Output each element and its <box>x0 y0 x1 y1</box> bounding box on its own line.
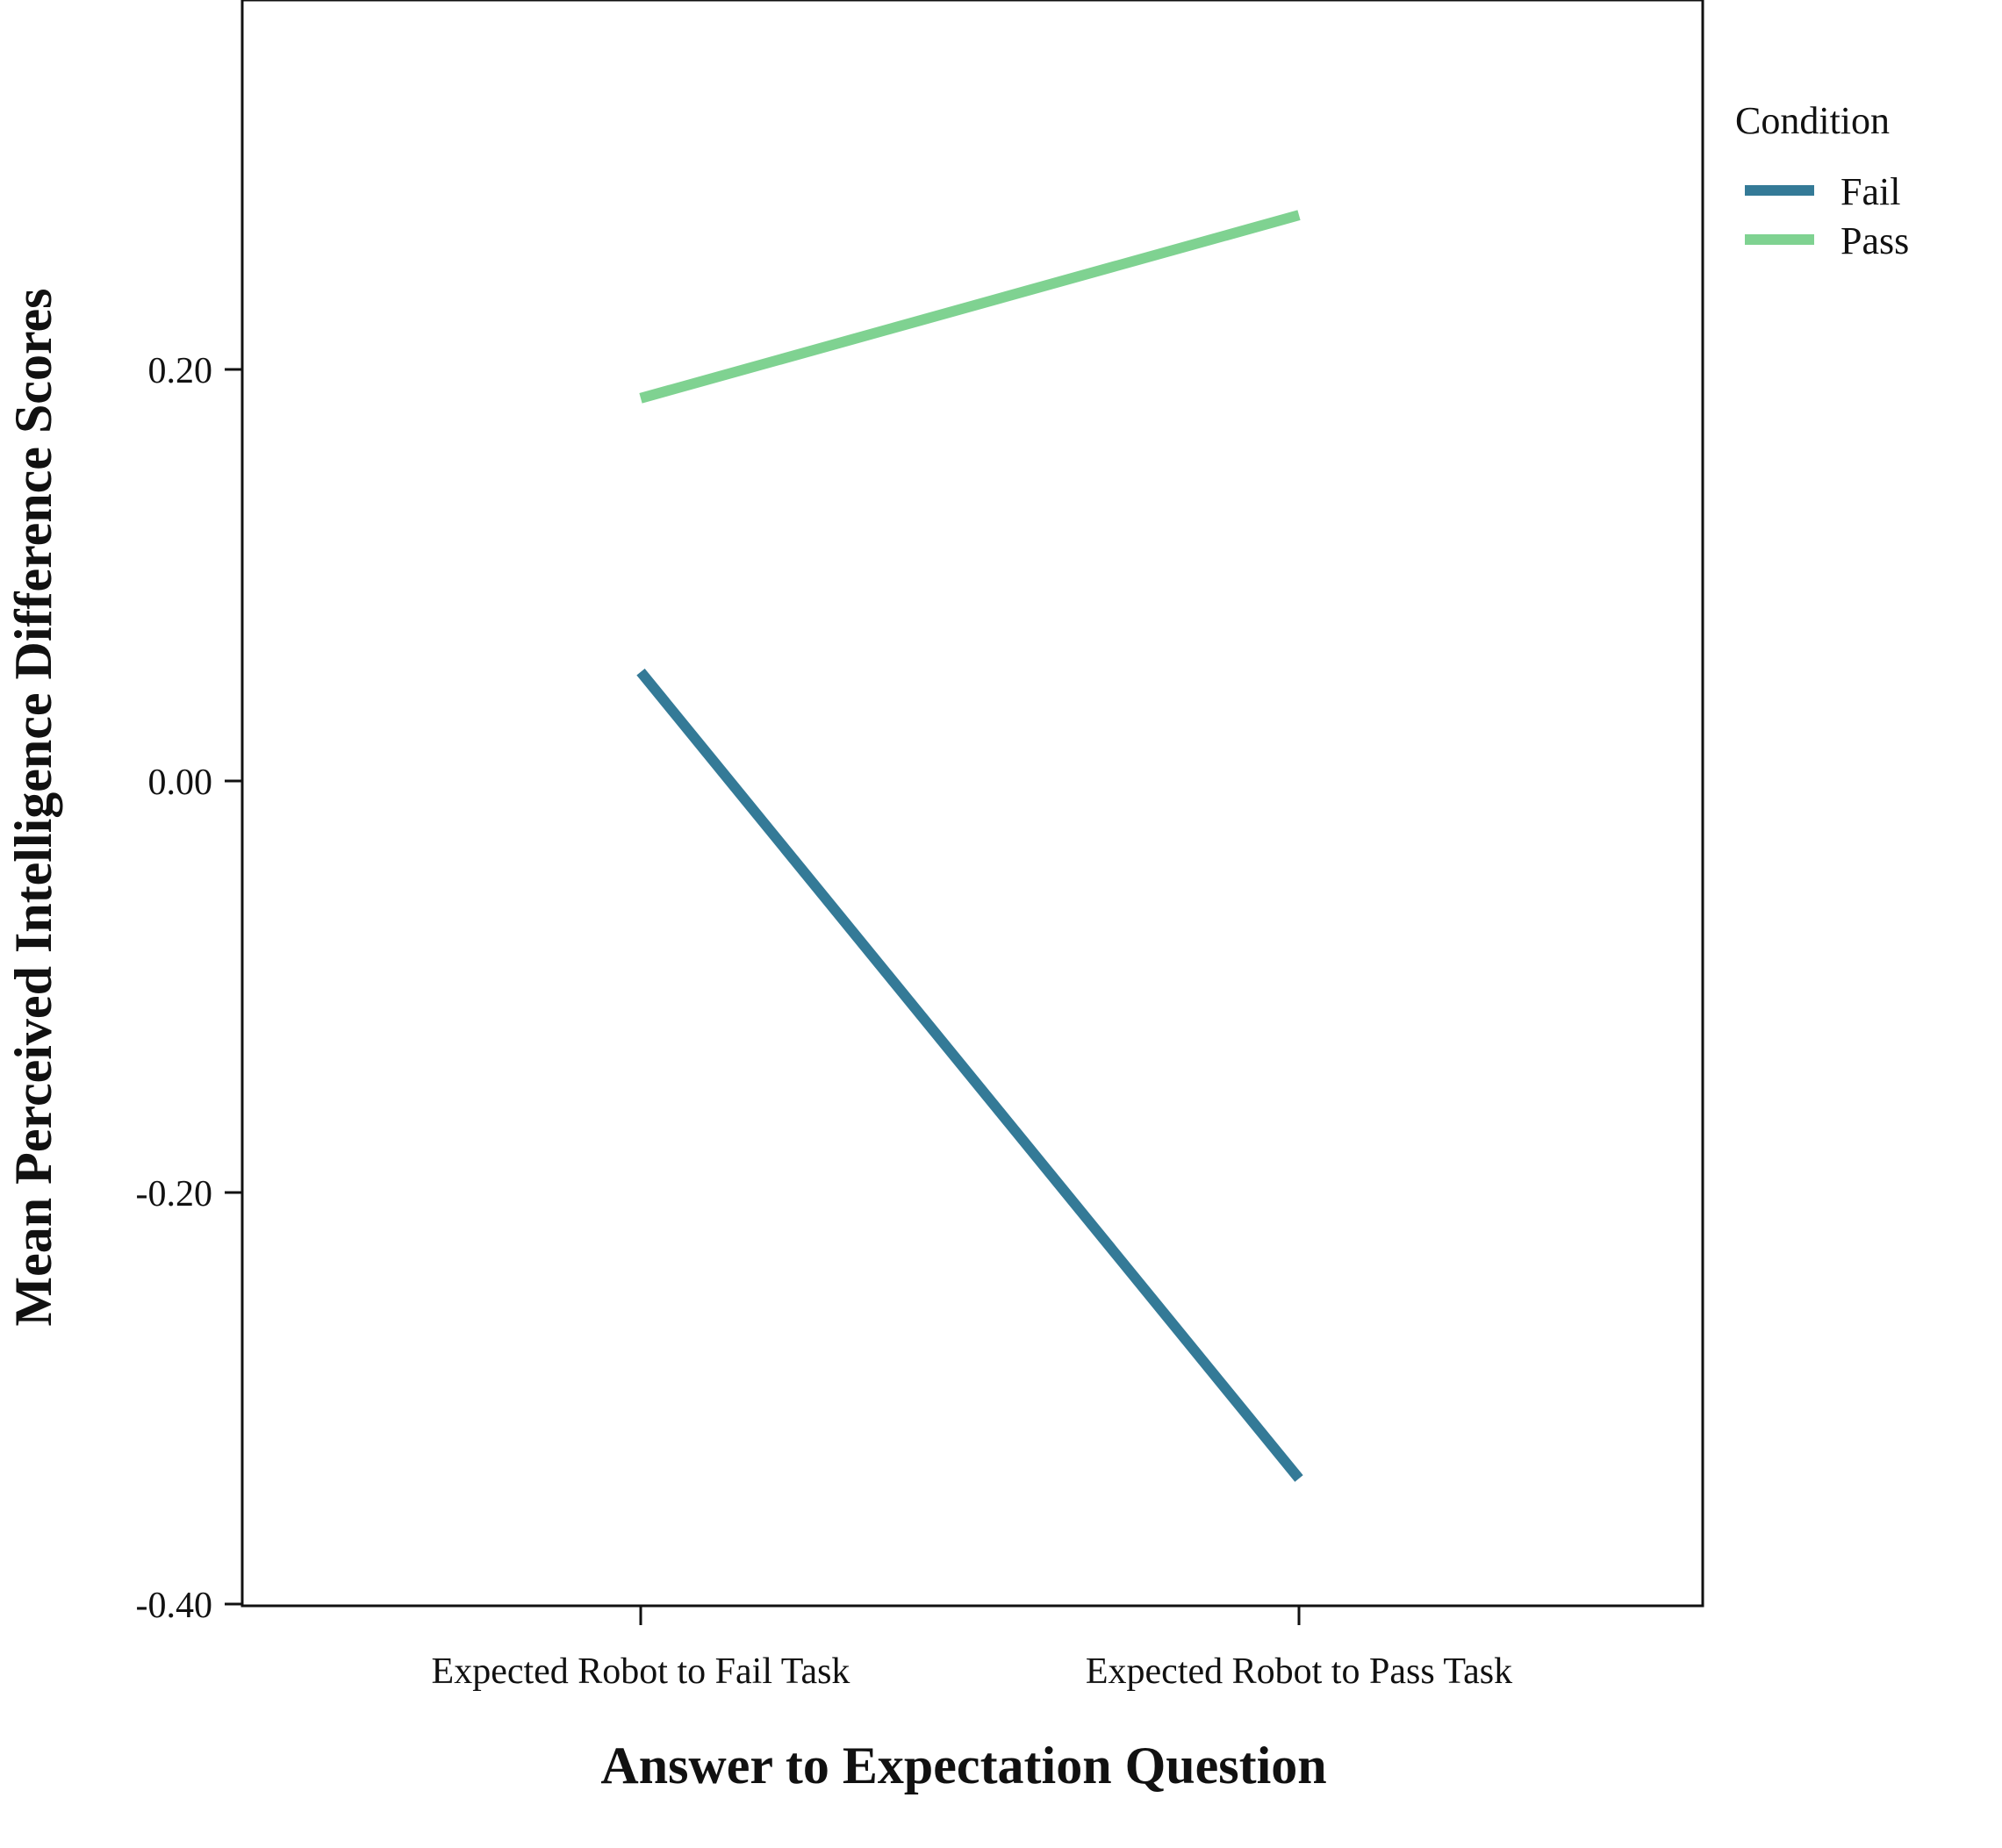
y-axis-title: Mean Perceived Intelligence Difference S… <box>4 289 62 1327</box>
legend: Condition Fail Pass <box>1735 99 1909 262</box>
series-layer <box>636 210 1303 1482</box>
legend-label-fail: Fail <box>1841 170 1900 213</box>
y-axis: 0.20 0.00 -0.20 -0.40 <box>136 351 242 1626</box>
legend-label-pass: Pass <box>1841 219 1909 262</box>
plot-frame <box>240 0 1704 1608</box>
legend-title: Condition <box>1735 99 1890 142</box>
y-tick-label: 0.20 <box>148 351 213 391</box>
y-tick-label: -0.20 <box>136 1174 213 1214</box>
y-tick-label: -0.40 <box>136 1586 213 1626</box>
x-axis: Expected Robot to Fail Task Expected Robo… <box>432 1606 1512 1692</box>
x-axis-title: Answer to Expectation Question <box>600 1737 1326 1794</box>
series-line-pass <box>639 210 1301 404</box>
x-tick-label: Expected Robot to Pass Task <box>1086 1651 1512 1692</box>
series-line-fail <box>636 668 1303 1482</box>
y-tick-label: 0.00 <box>148 763 213 803</box>
x-tick-label: Expected Robot to Fail Task <box>432 1651 850 1692</box>
